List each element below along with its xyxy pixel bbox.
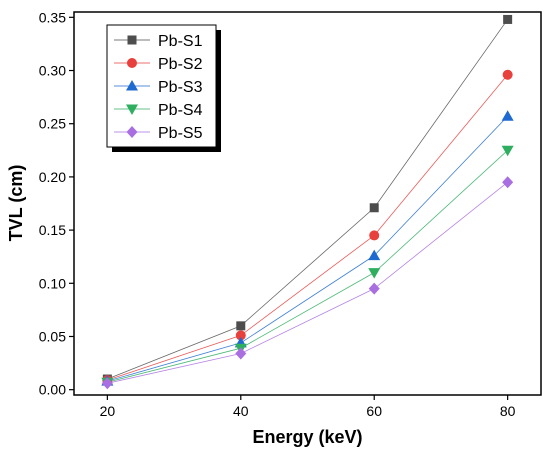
x-tick-label: 60 <box>366 403 382 419</box>
legend-marker <box>126 104 138 115</box>
data-point-pb-s3 <box>501 110 514 121</box>
series-line-pb-s3 <box>107 115 508 382</box>
x-tick-label: 40 <box>233 403 249 419</box>
y-tick-label: 0.05 <box>39 328 66 344</box>
legend-marker <box>127 58 137 68</box>
legend-label: Pb-S2 <box>158 56 203 73</box>
series-lines <box>107 19 508 384</box>
series-markers <box>101 14 514 390</box>
y-tick-label: 0.20 <box>39 169 66 185</box>
legend: Pb-S1 Pb-S2 Pb-S3 Pb-S4 Pb-S5 <box>106 24 221 152</box>
legend-label: Pb-S4 <box>158 102 203 119</box>
data-point-pb-s1 <box>369 203 379 213</box>
plot-frame <box>73 11 542 396</box>
legend-marker <box>126 80 138 91</box>
series-line-pb-s2 <box>107 74 508 381</box>
data-point-pb-s1 <box>236 321 246 331</box>
data-point-pb-s5 <box>502 176 514 189</box>
y-tick-label: 0.15 <box>39 222 66 238</box>
x-tick-label: 20 <box>100 403 116 419</box>
series-line-pb-s5 <box>107 181 508 384</box>
data-point-pb-s5 <box>368 282 380 295</box>
data-point-pb-s1 <box>503 14 513 24</box>
y-tick-label: 0.10 <box>39 275 66 291</box>
data-point-pb-s2 <box>369 230 380 241</box>
data-point-pb-s5 <box>101 377 113 390</box>
y-tick-label: 0.00 <box>39 382 66 398</box>
data-point-pb-s5 <box>235 347 247 360</box>
data-point-pb-s3 <box>368 249 381 261</box>
axis-ticks: 0.00 0.05 0.10 0.15 0.20 0.25 0.30 0.35 20 40 60 80 <box>39 9 516 419</box>
legend-label: Pb-S3 <box>158 79 203 96</box>
legend-marker <box>126 126 138 138</box>
data-point-pb-s2 <box>235 330 246 341</box>
series-line-pb-s1 <box>107 19 508 380</box>
data-point-pb-s2 <box>502 69 513 80</box>
legend-label: Pb-S5 <box>158 125 203 142</box>
legend-marker <box>127 35 137 45</box>
x-tick-label: 80 <box>500 403 516 419</box>
y-axis-title: TVL (cm) <box>6 165 26 242</box>
legend-label: Pb-S1 <box>158 33 203 50</box>
data-point-pb-s4 <box>501 145 514 157</box>
x-axis-title: Energy (keV) <box>252 427 362 447</box>
y-tick-label: 0.35 <box>39 9 66 25</box>
y-tick-label: 0.25 <box>39 116 66 132</box>
series-line-pb-s4 <box>107 150 508 383</box>
y-tick-label: 0.30 <box>39 63 66 79</box>
data-point-pb-s4 <box>368 268 381 279</box>
